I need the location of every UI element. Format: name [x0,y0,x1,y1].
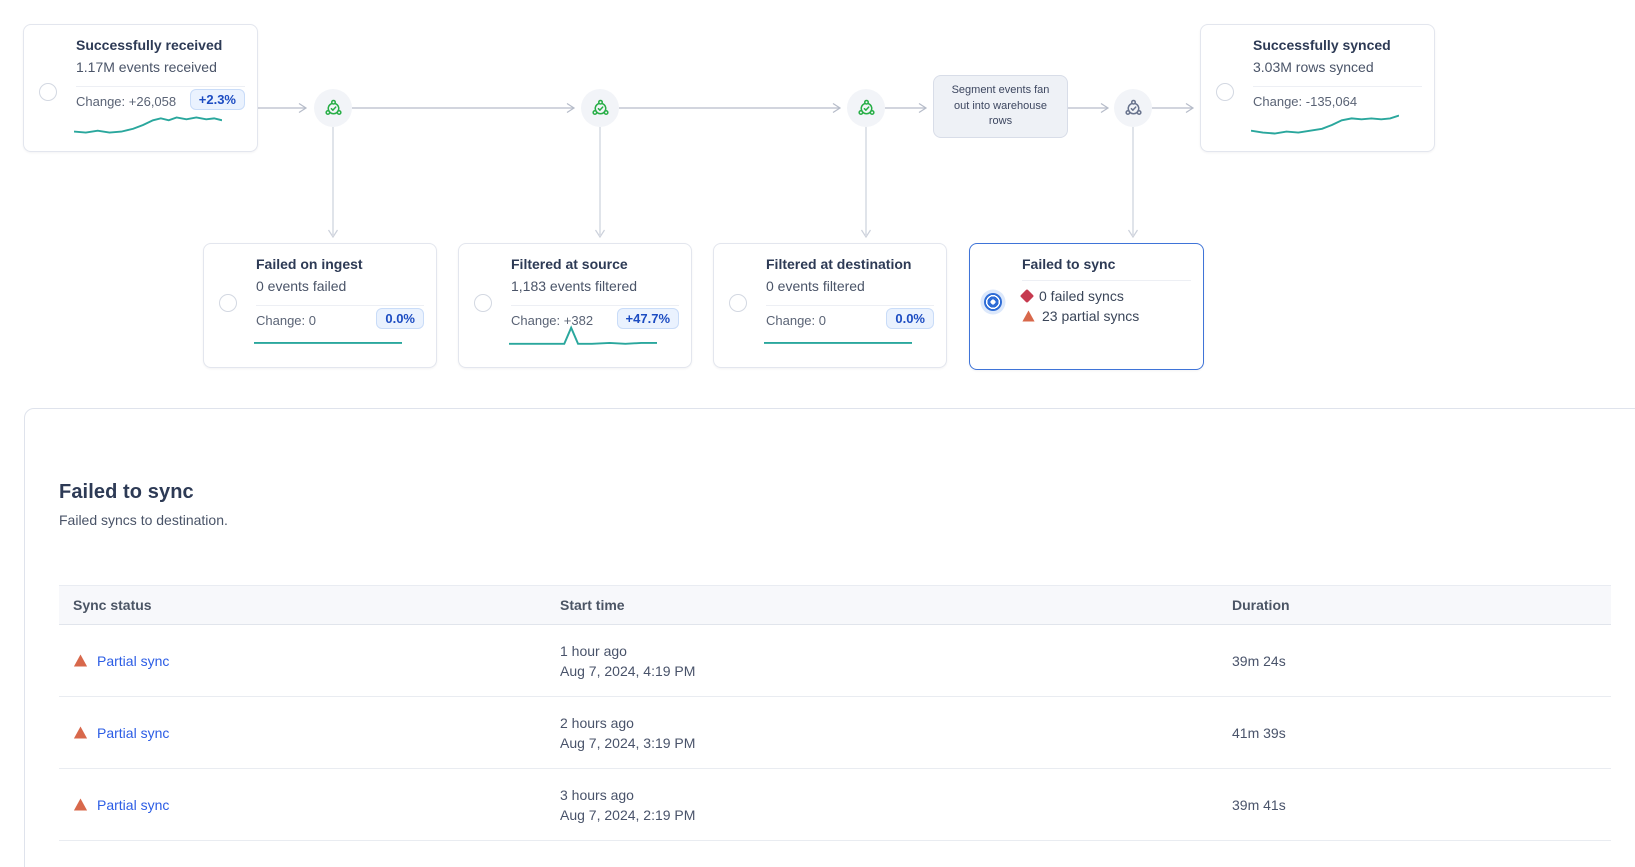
diamond-error-icon [1019,288,1035,304]
change-badge: 0.0% [376,308,424,329]
failed-to-sync-panel: Failed to sync Failed syncs to destinati… [24,408,1635,867]
sparkline-chart [254,341,402,344]
partial-syncs-label: 23 partial syncs [1042,308,1140,324]
duration-cell: 41m 39s [1218,696,1611,769]
card-subtitle: 1.17M events received [76,59,217,75]
table-row: Partial sync 3 hours ago Aug 7, 2024, 2:… [59,768,1611,841]
panel-header: Failed to sync Failed syncs to destinati… [25,409,1635,528]
card-filtered-at-destination[interactable]: Filtered at destination 0 events filtere… [713,243,947,368]
change-label: Change: 0 [256,313,316,328]
connections-check-icon [324,99,342,115]
duration-cell: 39m 41s [1218,768,1611,841]
start-time-cell: 3 hours ago Aug 7, 2024, 2:19 PM [546,768,1218,841]
sparkline-chart [509,325,657,345]
column-duration: Duration [1218,585,1611,625]
column-sync-status: Sync status [59,585,546,625]
triangle-warning-icon [73,654,88,667]
card-filtered-at-source[interactable]: Filtered at source 1,183 events filtered… [458,243,692,368]
card-subtitle: 3.03M rows synced [1253,59,1374,75]
change-badge: +47.7% [616,308,679,329]
panel-title: Failed to sync [59,481,194,503]
failed-syncs-stat: 0 failed syncs [1019,288,1124,304]
change-label: Change: 0 [766,313,826,328]
timestamp: Aug 7, 2024, 4:19 PM [560,662,696,679]
radio-filtered-at-source[interactable] [474,294,492,312]
change-label: Change: +26,058 [76,94,177,109]
card-successfully-received[interactable]: Successfully received 1.17M events recei… [23,24,258,152]
radio-filtered-at-destination[interactable] [729,294,747,312]
partial-syncs-stat: 23 partial syncs [1022,308,1139,324]
card-divider [76,86,245,87]
start-time-cell: 1 hour ago Aug 7, 2024, 4:19 PM [546,624,1218,697]
sync-status-cell: Partial sync [73,653,532,669]
timestamp: Aug 7, 2024, 3:19 PM [560,734,696,751]
radio-successfully-received[interactable] [39,83,57,101]
card-successfully-synced[interactable]: Successfully synced 3.03M rows synced Ch… [1200,24,1435,152]
card-subtitle: 0 events failed [256,278,347,294]
triangle-warning-icon [1022,310,1035,322]
card-title: Successfully synced [1253,37,1391,53]
table-row: Partial sync 1 hour ago Aug 7, 2024, 4:1… [59,624,1611,697]
sparkline-chart [1251,114,1399,135]
change-label: Change: -135,064 [1253,94,1358,109]
fanout-note: Segment events fan out into warehouse ro… [933,75,1068,138]
sync-table: Sync status Start time Duration Partial … [59,585,1611,841]
timestamp: Aug 7, 2024, 2:19 PM [560,806,696,823]
start-time-cell: 2 hours ago Aug 7, 2024, 3:19 PM [546,696,1218,769]
pipeline-step-icon [314,89,352,127]
card-divider [1253,86,1422,87]
card-title: Successfully received [76,37,223,53]
panel-description: Failed syncs to destination. [59,512,228,528]
sync-status-cell: Partial sync [73,725,532,741]
failed-syncs-label: 0 failed syncs [1039,288,1124,304]
card-title: Filtered at source [511,256,628,272]
pipeline-step-icon [847,89,885,127]
radio-successfully-synced[interactable] [1216,83,1234,101]
table-row: Partial sync 2 hours ago Aug 7, 2024, 3:… [59,696,1611,769]
relative-time: 2 hours ago [560,714,634,731]
radio-failed-on-ingest[interactable] [219,294,237,312]
card-title: Filtered at destination [766,256,912,272]
sparkline-chart [74,116,222,134]
card-divider [256,305,424,306]
connections-check-icon [1124,99,1142,115]
column-start-time: Start time [546,585,1218,625]
connections-check-icon [857,99,875,115]
table-header-row: Sync status Start time Duration [59,585,1611,625]
change-badge: +2.3% [189,89,245,110]
change-badge: 0.0% [886,308,934,329]
partial-sync-link[interactable]: Partial sync [97,724,170,741]
relative-time: 1 hour ago [560,642,627,659]
card-subtitle: 0 events filtered [766,278,865,294]
change-label: Change: +382 [511,313,594,328]
radio-failed-to-sync[interactable] [984,293,1002,311]
pipeline-step-icon [581,89,619,127]
partial-sync-link[interactable]: Partial sync [97,796,170,813]
card-divider [511,305,679,306]
triangle-warning-icon [73,726,88,739]
card-divider [1022,280,1191,281]
duration-cell: 39m 24s [1218,624,1611,697]
card-failed-on-ingest[interactable]: Failed on ingest 0 events failed Change:… [203,243,437,368]
pipeline-step-icon [1114,89,1152,127]
connections-check-icon [591,99,609,115]
card-title: Failed on ingest [256,256,363,272]
sparkline-chart [764,341,912,344]
sync-status-cell: Partial sync [73,797,532,813]
relative-time: 3 hours ago [560,786,634,803]
card-divider [766,305,934,306]
card-title: Failed to sync [1022,256,1116,272]
triangle-warning-icon [73,798,88,811]
card-subtitle: 1,183 events filtered [511,278,638,294]
partial-sync-link[interactable]: Partial sync [97,652,170,669]
card-failed-to-sync[interactable]: Failed to sync 0 failed syncs 23 partial… [969,243,1204,370]
